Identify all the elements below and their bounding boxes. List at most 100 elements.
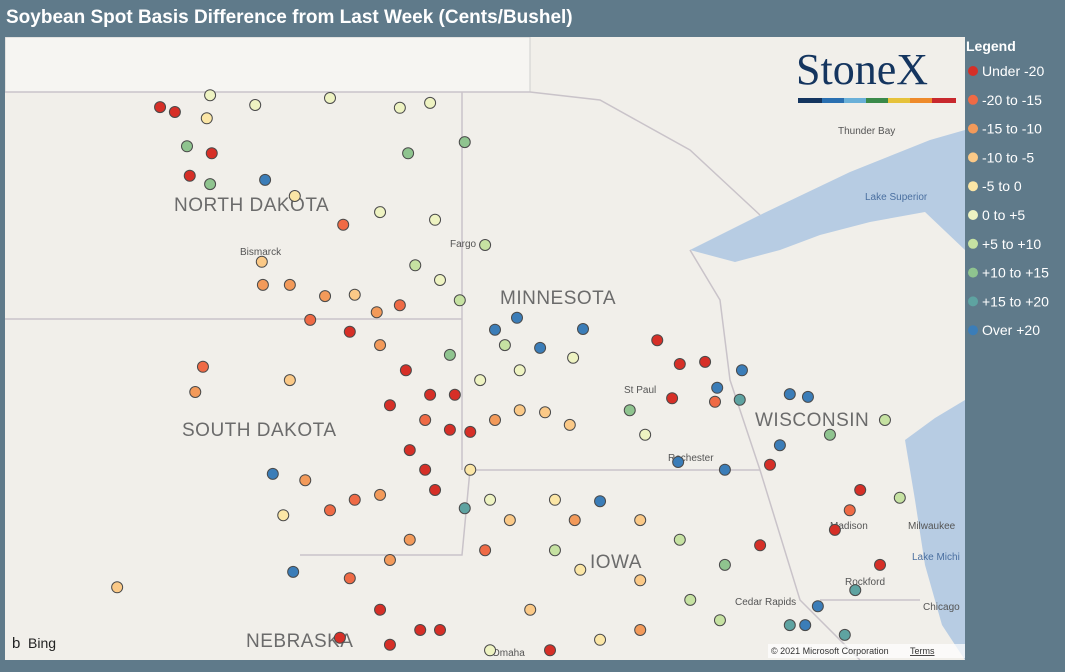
location-point[interactable] [249,99,262,111]
location-point[interactable] [651,334,664,347]
location-point[interactable] [574,563,587,576]
location-point[interactable] [393,101,406,114]
location-point[interactable] [672,456,685,468]
location-point[interactable] [181,140,193,153]
location-point[interactable] [189,386,202,398]
location-point[interactable] [429,213,442,226]
location-point[interactable] [283,278,296,291]
location-point[interactable] [878,414,891,426]
location-point[interactable] [718,558,731,571]
location-point[interactable] [754,539,767,552]
location-point[interactable] [733,393,746,406]
location-point[interactable] [838,628,851,641]
location-point[interactable] [511,311,523,324]
location-point[interactable] [783,619,796,632]
location-point[interactable] [343,572,356,585]
location-point[interactable] [168,106,181,118]
location-point[interactable] [773,439,786,452]
location-point[interactable] [594,495,607,508]
location-point[interactable] [374,603,387,616]
location-point[interactable] [634,624,647,636]
location-point[interactable] [204,89,217,102]
location-point[interactable] [434,274,446,286]
location-point[interactable] [823,428,836,441]
location-point[interactable] [277,509,290,522]
location-point[interactable] [383,638,396,651]
location-point[interactable] [474,374,487,387]
location-point[interactable] [403,533,416,546]
location-point[interactable] [259,173,272,186]
location-point[interactable] [348,493,361,506]
location-point[interactable] [196,360,209,373]
location-point[interactable] [374,339,387,352]
location-point[interactable] [348,288,361,301]
location-point[interactable] [568,514,581,527]
location-point[interactable] [304,313,317,326]
location-point[interactable] [639,428,652,441]
location-point[interactable] [874,558,886,571]
location-point[interactable] [255,255,268,268]
location-point[interactable] [534,341,547,354]
location-point[interactable] [799,619,812,632]
location-point[interactable] [623,404,636,417]
location-point[interactable] [479,544,492,557]
location-point[interactable] [811,600,824,613]
location-point[interactable] [577,323,589,335]
location-point[interactable] [699,355,712,368]
location-point[interactable] [383,399,396,412]
location-point[interactable] [498,339,511,352]
location-point[interactable] [299,474,312,487]
location-point[interactable] [403,444,416,457]
location-point[interactable] [374,488,387,501]
location-point[interactable] [594,633,607,646]
location-point[interactable] [513,364,526,377]
location-point[interactable] [337,218,350,231]
location-point[interactable] [484,493,497,506]
location-point[interactable] [843,504,856,517]
location-point[interactable] [893,491,906,504]
terms-link[interactable]: Terms [910,646,935,656]
location-point[interactable] [287,565,300,578]
location-point[interactable] [489,323,501,336]
location-point[interactable] [409,259,422,272]
location-point[interactable] [343,325,356,338]
location-point[interactable] [393,299,406,312]
location-point[interactable] [563,418,576,431]
location-point[interactable] [402,147,415,160]
location-point[interactable] [374,206,387,219]
location-point[interactable] [539,406,552,419]
location-point[interactable] [283,374,296,387]
location-point[interactable] [849,584,862,597]
location-point[interactable] [458,502,471,515]
location-point[interactable] [711,381,724,394]
location-point[interactable] [684,593,697,606]
location-point[interactable] [383,554,396,566]
location-point[interactable] [634,574,647,587]
location-point[interactable] [801,390,814,403]
location-point[interactable] [828,523,841,536]
location-point[interactable] [333,631,346,644]
location-point[interactable] [204,178,217,191]
location-point[interactable] [424,96,437,109]
location-point[interactable] [735,364,748,377]
location-point[interactable] [464,463,477,476]
location-point[interactable] [713,614,726,627]
location-point[interactable] [434,624,446,636]
location-point[interactable] [424,388,437,401]
location-point[interactable] [288,190,301,202]
location-point[interactable] [154,101,167,114]
location-point[interactable] [718,463,731,476]
location-point[interactable] [548,493,561,506]
location-point[interactable] [414,624,427,636]
location-point[interactable] [634,514,647,527]
location-point[interactable] [200,112,213,125]
location-point[interactable] [503,514,516,527]
location-point[interactable] [489,414,501,426]
location-point[interactable] [324,504,336,517]
location-point[interactable] [458,136,471,149]
location-point[interactable] [429,484,442,496]
location-point[interactable] [548,544,561,557]
location-point[interactable] [513,404,526,417]
location-point[interactable] [256,278,269,291]
location-point[interactable] [319,290,332,303]
